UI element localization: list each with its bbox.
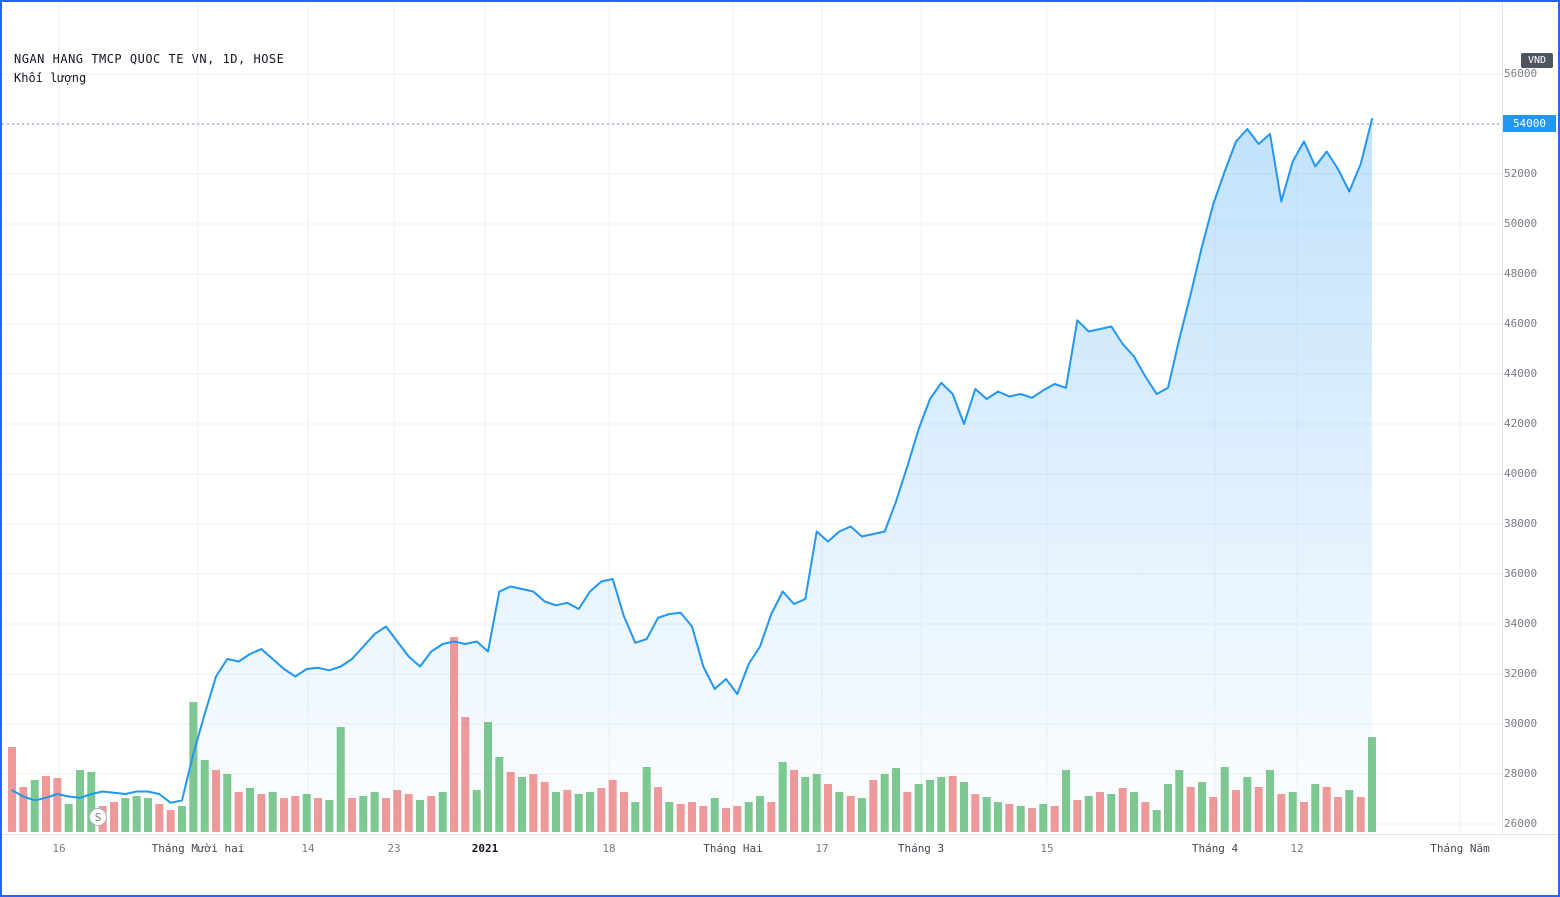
y-axis-label: 50000 [1504, 217, 1538, 230]
y-axis-label: 52000 [1504, 167, 1538, 180]
volume-indicator-label[interactable]: Khối lượng [14, 71, 87, 85]
y-axis-label: 28000 [1504, 767, 1538, 780]
x-axis-label: Tháng Năm [1430, 842, 1490, 855]
price-axis[interactable]: 56000 54000 52000 50000 48000 46000 44000 42000… [1498, 2, 1558, 834]
x-axis-label: 15 [1040, 842, 1054, 855]
y-axis-label: 36000 [1504, 567, 1538, 580]
x-axis-label: 16 [52, 842, 66, 855]
last-price-badge: 54000 [1503, 115, 1556, 132]
price-line [11, 118, 1373, 804]
symbol-title[interactable]: NGAN HANG TMCP QUOC TE VN, 1D, HOSE [14, 52, 285, 66]
time-axis[interactable]: 16 Tháng Mười hai 14 23 2021 18 Tháng Hai 17 Thá… [2, 835, 1558, 865]
y-axis-label: 32000 [1504, 667, 1538, 680]
x-axis-label: 12 [1290, 842, 1304, 855]
currency-badge: VND [1520, 53, 1553, 68]
x-axis-label: Tháng 4 [1191, 842, 1239, 855]
y-axis-label: 42000 [1504, 417, 1538, 430]
x-axis-label: Tháng Hai [703, 842, 763, 855]
y-axis-label: 34000 [1504, 617, 1538, 630]
y-axis-label: 26000 [1504, 817, 1538, 830]
y-axis-label: 38000 [1504, 517, 1538, 530]
y-axis-label: 44000 [1504, 367, 1538, 380]
y-axis-label: 40000 [1504, 467, 1538, 480]
volume-bars [8, 637, 1376, 832]
x-axis-label: 18 [602, 842, 616, 855]
x-axis-label: Tháng 3 [897, 842, 945, 855]
y-axis-label: 48000 [1504, 267, 1538, 280]
y-axis-label: 30000 [1504, 717, 1538, 730]
x-axis-label: 14 [301, 842, 315, 855]
y-axis-label: 56000 [1504, 67, 1538, 80]
y-axis-label: 46000 [1504, 317, 1538, 330]
x-axis-label: Tháng Mười hai [151, 842, 245, 855]
x-axis-label: 2021 [471, 842, 499, 855]
event-marker-s[interactable]: S [89, 808, 107, 826]
chart-legend: NGAN HANG TMCP QUOC TE VN, 1D, HOSE Khối… [14, 52, 284, 85]
x-axis-label: 23 [387, 842, 401, 855]
price-area [12, 119, 1372, 834]
x-axis-label: 17 [815, 842, 829, 855]
